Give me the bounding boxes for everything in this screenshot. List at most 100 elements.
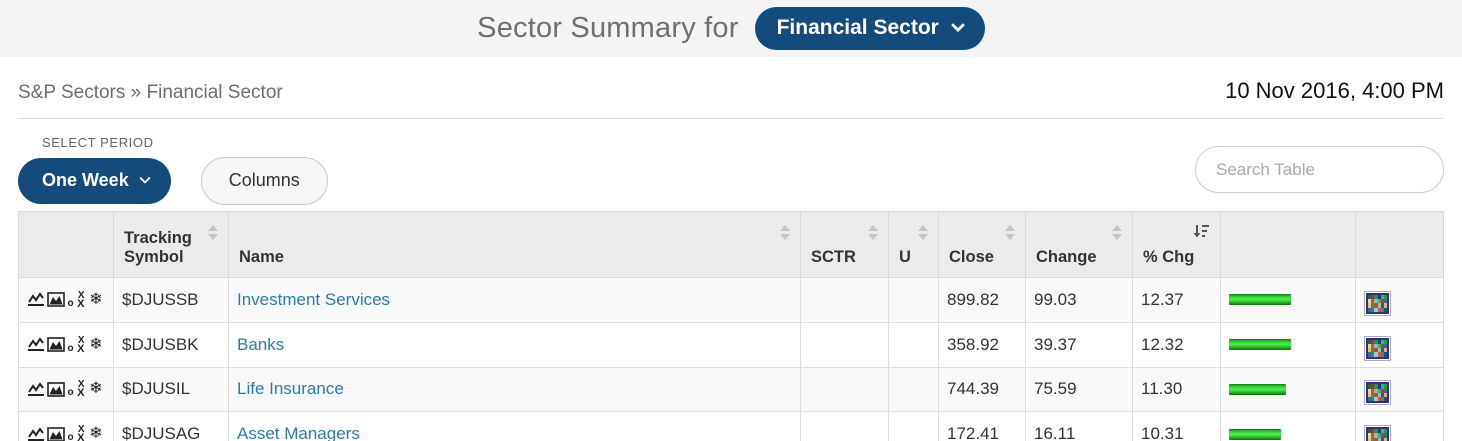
header-thumbnail xyxy=(1355,211,1444,278)
symbol-name-link[interactable]: Life Insurance xyxy=(237,379,344,399)
top-band: Sector Summary for Financial Sector xyxy=(0,0,1462,57)
header-sctr[interactable]: SCTR xyxy=(800,211,889,278)
market-carpet-thumbnail[interactable] xyxy=(1364,425,1391,441)
tracking-symbol-cell: $DJUSAG xyxy=(113,411,229,441)
u-cell xyxy=(888,321,939,368)
close-cell: 358.92 xyxy=(938,321,1026,368)
pct-change-bar xyxy=(1229,383,1286,395)
sort-arrows-icon[interactable] xyxy=(918,225,928,240)
pct-chg-cell: 12.32 xyxy=(1132,321,1221,368)
change-cell: 99.03 xyxy=(1025,277,1133,323)
header-pct-bar xyxy=(1220,211,1356,278)
tracking-symbol-cell: $DJUSSB xyxy=(113,277,229,323)
header-u[interactable]: U xyxy=(888,211,939,278)
sort-descending-icon[interactable] xyxy=(1192,222,1210,245)
name-cell: Investment Services xyxy=(228,277,801,323)
table-header-row: Tracking Symbol Name SCTR U Close Change xyxy=(18,211,1444,278)
thumbnail-cell xyxy=(1355,366,1444,413)
symbol-name-link[interactable]: Asset Managers xyxy=(237,424,360,441)
header-name[interactable]: Name xyxy=(228,211,801,278)
close-cell: 744.39 xyxy=(938,366,1026,413)
sharpchart-icon[interactable] xyxy=(27,336,45,354)
header-change[interactable]: Change xyxy=(1025,211,1133,278)
header-tracking-symbol[interactable]: Tracking Symbol xyxy=(113,211,229,278)
galleryview-icon[interactable] xyxy=(47,336,65,354)
header-label: Tracking Symbol xyxy=(124,229,192,266)
u-cell xyxy=(888,277,939,323)
seasonality-icon[interactable]: ❄ xyxy=(89,290,103,308)
seasonality-icon[interactable]: ❄ xyxy=(89,335,103,353)
pct-bar-cell xyxy=(1220,277,1356,323)
seasonality-icon[interactable]: ❄ xyxy=(89,380,103,398)
sort-arrows-icon[interactable] xyxy=(208,225,218,240)
market-carpet-thumbnail[interactable] xyxy=(1364,335,1391,361)
change-cell: 75.59 xyxy=(1025,366,1133,413)
sort-arrows-icon[interactable] xyxy=(1112,225,1122,240)
pct-chg-cell: 10.31 xyxy=(1132,411,1221,441)
pct-chg-cell: 12.37 xyxy=(1132,277,1221,323)
sharpchart-icon[interactable] xyxy=(27,291,45,309)
search-table-input[interactable] xyxy=(1195,146,1444,193)
header-label: Name xyxy=(239,248,284,266)
thumbnail-cell xyxy=(1355,321,1444,368)
sort-arrows-icon[interactable] xyxy=(868,225,878,240)
change-cell: 39.37 xyxy=(1025,321,1133,368)
sharpchart-icon[interactable] xyxy=(27,380,45,398)
market-carpet-thumbnail[interactable] xyxy=(1364,290,1391,316)
market-carpet-thumbnail[interactable] xyxy=(1364,380,1391,406)
breadcrumb[interactable]: S&P Sectors » Financial Sector xyxy=(18,82,283,103)
header-label: Close xyxy=(949,248,994,266)
sector-summary-table: Tracking Symbol Name SCTR U Close Change xyxy=(18,211,1444,441)
close-cell: 172.41 xyxy=(938,411,1026,441)
name-cell: Life Insurance xyxy=(228,366,801,413)
chevron-down-icon xyxy=(950,18,965,33)
table-controls: SELECT PERIOD One Week Columns xyxy=(18,119,1444,211)
tracking-symbol-cell: $DJUSIL xyxy=(113,366,229,413)
columns-button[interactable]: Columns xyxy=(200,157,328,205)
galleryview-icon[interactable] xyxy=(47,380,65,398)
symbol-name-link[interactable]: Investment Services xyxy=(237,289,391,309)
header-label: U xyxy=(899,248,911,266)
sctr-cell xyxy=(800,366,889,413)
u-cell xyxy=(888,366,939,413)
name-cell: Banks xyxy=(228,321,801,368)
seasonality-icon[interactable]: ❄ xyxy=(89,425,103,441)
header-chart-icons xyxy=(18,211,114,278)
header-pct-chg[interactable]: % Chg xyxy=(1132,211,1221,278)
sctr-cell xyxy=(800,411,889,441)
pct-bar-cell xyxy=(1220,366,1356,413)
thumbnail-cell xyxy=(1355,277,1444,323)
symbol-name-link[interactable]: Banks xyxy=(237,334,285,354)
tracking-symbol-cell: $DJUSBK xyxy=(113,321,229,368)
header-close[interactable]: Close xyxy=(938,211,1026,278)
pct-change-bar xyxy=(1229,339,1291,351)
sort-arrows-icon[interactable] xyxy=(780,225,790,240)
galleryview-icon[interactable] xyxy=(47,291,65,309)
period-dropdown-button[interactable]: One Week xyxy=(18,158,171,204)
change-cell: 16.11 xyxy=(1025,411,1133,441)
galleryview-icon[interactable] xyxy=(47,425,65,441)
pct-change-bar xyxy=(1229,428,1281,440)
sharpchart-icon[interactable] xyxy=(27,425,45,441)
pct-chg-cell: 11.30 xyxy=(1132,366,1221,413)
sctr-cell xyxy=(800,321,889,368)
u-cell xyxy=(888,411,939,441)
sector-select-button[interactable]: Financial Sector xyxy=(754,7,985,50)
pct-change-bar xyxy=(1229,294,1291,306)
breadcrumb-row: S&P Sectors » Financial Sector 10 Nov 20… xyxy=(18,57,1444,119)
data-timestamp: 10 Nov 2016, 4:00 PM xyxy=(1225,78,1444,103)
sort-arrows-icon[interactable] xyxy=(1005,225,1015,240)
sctr-cell xyxy=(800,277,889,323)
period-dropdown-label: One Week xyxy=(42,170,129,190)
name-cell: Asset Managers xyxy=(228,411,801,441)
